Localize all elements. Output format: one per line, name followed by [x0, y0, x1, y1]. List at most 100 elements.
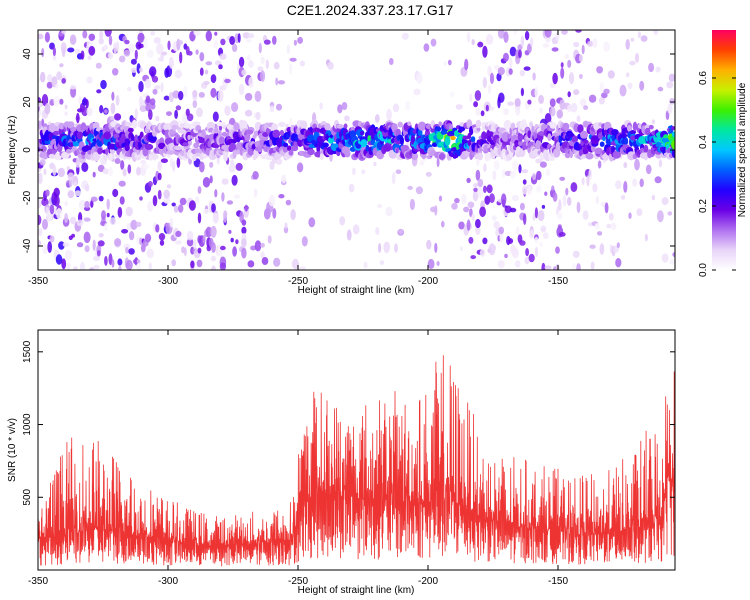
heatmap-cell — [515, 105, 520, 116]
heatmap-cell — [205, 30, 212, 42]
heatmap-cell — [65, 148, 72, 154]
heatmap-cell — [128, 248, 135, 255]
heatmap-cell — [336, 124, 344, 129]
heatmap-cell — [53, 195, 60, 207]
snr-ylabel: SNR (10 * v/v) — [7, 418, 18, 482]
heatmap-cell — [504, 205, 512, 214]
heatmap-cell — [643, 152, 649, 161]
heatmap-cell — [293, 39, 297, 46]
heatmap-cell — [581, 44, 585, 55]
heatmap-cell — [152, 195, 158, 207]
heatmap-cell — [159, 239, 165, 246]
heatmap-cell — [76, 242, 84, 248]
heatmap-cell — [172, 160, 176, 172]
heatmap-cell — [61, 151, 70, 159]
heatmap-cell — [577, 124, 584, 134]
heatmap-cell — [560, 67, 565, 79]
heatmap-cell — [379, 260, 385, 265]
heatmap-cell — [329, 152, 333, 162]
heatmap-cell — [198, 161, 205, 173]
heatmap-cell — [176, 157, 181, 169]
x-tick-label: -250 — [288, 576, 308, 587]
heatmap-cell — [503, 119, 512, 130]
heatmap-cell — [110, 102, 116, 115]
heatmap-cell — [62, 242, 70, 248]
heatmap-cell — [241, 238, 247, 248]
heatmap-cell — [476, 127, 481, 132]
heatmap-cell — [551, 185, 555, 192]
heatmap-cell — [477, 41, 484, 48]
heatmap-cell — [82, 30, 88, 39]
heatmap-cell — [98, 233, 104, 238]
heatmap-cell — [60, 42, 67, 54]
heatmap-cell — [64, 200, 68, 207]
heatmap-cell — [122, 168, 127, 177]
heatmap-cell — [152, 88, 158, 95]
heatmap-cell — [581, 177, 585, 186]
heatmap-cell — [518, 164, 522, 174]
heatmap-cell — [193, 239, 197, 250]
heatmap-cell — [64, 111, 68, 116]
heatmap-cell — [247, 260, 255, 268]
heatmap-cell — [273, 257, 281, 267]
heatmap-cell — [466, 219, 471, 231]
heatmap-cell — [59, 98, 64, 105]
heatmap-cell — [260, 242, 265, 248]
heatmap-cell — [587, 40, 594, 47]
heatmap-cell — [99, 30, 104, 41]
heatmap-cell — [84, 184, 90, 192]
heatmap-cell — [450, 135, 456, 141]
heatmap-cell — [610, 222, 617, 230]
spectrogram-ylabel: Frequency (Hz) — [7, 116, 18, 185]
heatmap-cell — [163, 189, 170, 199]
heatmap-cell — [232, 246, 238, 257]
heatmap-cell — [434, 242, 438, 253]
heatmap-cell — [117, 258, 123, 266]
heatmap-cell — [616, 242, 620, 249]
heatmap-cell — [166, 111, 172, 116]
heatmap-cell — [391, 172, 396, 185]
heatmap-cell — [559, 176, 566, 181]
heatmap-cell — [426, 239, 432, 250]
heatmap-cell — [596, 66, 603, 74]
heatmap-cell — [155, 224, 160, 233]
heatmap-cell — [95, 62, 102, 69]
heatmap-cell — [163, 196, 171, 204]
heatmap-cell — [253, 130, 260, 137]
heatmap-cell — [272, 35, 277, 45]
heatmap-cell — [183, 85, 188, 98]
heatmap-cell — [491, 215, 497, 221]
heatmap-cell — [486, 34, 494, 45]
heatmap-cell — [260, 251, 265, 259]
heatmap-cell — [229, 142, 237, 152]
heatmap-cell — [106, 212, 110, 218]
heatmap-cell — [203, 208, 210, 214]
heatmap-cell — [231, 174, 238, 186]
heatmap-cell — [539, 107, 543, 114]
heatmap-cell — [219, 53, 227, 60]
heatmap-cell — [523, 213, 527, 226]
heatmap-cell — [187, 134, 191, 141]
heatmap-cell — [527, 130, 532, 139]
heatmap-cell — [41, 47, 45, 58]
heatmap-cell — [525, 248, 529, 257]
heatmap-cell — [88, 45, 96, 56]
heatmap-cell — [97, 147, 103, 155]
heatmap-cell — [344, 150, 351, 158]
heatmap-cell — [322, 142, 329, 148]
heatmap-cell — [571, 135, 579, 144]
heatmap-cell — [595, 196, 599, 204]
heatmap-cell — [265, 59, 269, 70]
heatmap-cell — [532, 72, 536, 81]
y-tick-label: 1500 — [22, 340, 33, 363]
heatmap-cell — [511, 160, 519, 171]
heatmap-cell — [186, 230, 194, 241]
heatmap-cell — [76, 112, 80, 124]
heatmap-cell — [389, 58, 394, 65]
heatmap-cell — [487, 84, 492, 94]
heatmap-cell — [477, 152, 484, 161]
heatmap-cell — [47, 74, 53, 82]
heatmap-cell — [211, 265, 216, 270]
heatmap-cell — [299, 120, 308, 130]
heatmap-cell — [458, 221, 465, 230]
